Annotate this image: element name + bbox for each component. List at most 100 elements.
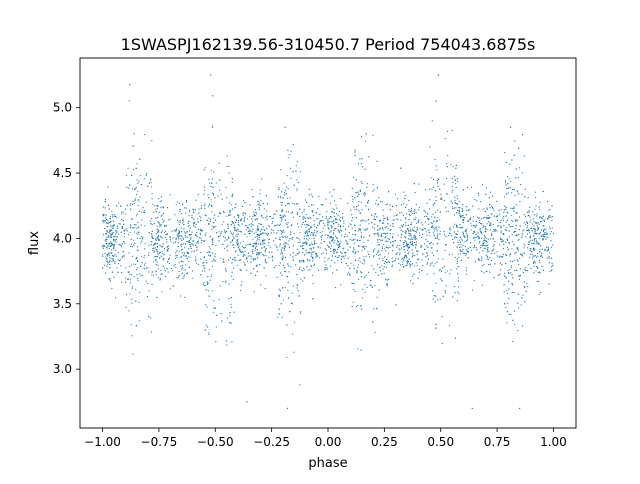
- data-point: [299, 260, 301, 262]
- data-point: [162, 246, 164, 248]
- data-point: [113, 214, 115, 216]
- data-point: [203, 256, 205, 258]
- data-point: [504, 228, 506, 231]
- data-point: [365, 274, 367, 276]
- data-point: [439, 211, 441, 213]
- data-point: [220, 313, 222, 315]
- data-point: [301, 260, 303, 262]
- data-point: [130, 324, 132, 326]
- data-point: [241, 250, 243, 252]
- data-point: [475, 225, 477, 227]
- data-point: [289, 233, 292, 235]
- data-point: [388, 191, 390, 193]
- data-point: [336, 239, 339, 241]
- data-point: [255, 242, 257, 244]
- data-point: [212, 192, 214, 194]
- data-point: [317, 225, 319, 227]
- data-point: [276, 247, 278, 249]
- data-point: [259, 264, 261, 266]
- data-point: [533, 232, 535, 234]
- data-point: [491, 205, 493, 207]
- data-point: [249, 204, 251, 206]
- data-point: [269, 246, 271, 248]
- data-point: [256, 254, 258, 256]
- data-point: [456, 195, 458, 197]
- data-point: [403, 257, 405, 259]
- data-point: [457, 291, 459, 293]
- data-point: [331, 239, 333, 242]
- data-point: [230, 232, 233, 234]
- data-point: [353, 239, 355, 241]
- data-point: [410, 228, 412, 230]
- data-point: [507, 249, 509, 251]
- data-point: [410, 224, 412, 226]
- data-point: [480, 256, 483, 258]
- data-point: [459, 227, 461, 229]
- data-point: [136, 163, 138, 165]
- data-point: [377, 244, 379, 246]
- data-point: [291, 238, 293, 240]
- data-point: [538, 223, 540, 225]
- data-point: [168, 262, 170, 265]
- data-point: [206, 306, 208, 308]
- data-point: [516, 235, 518, 237]
- data-point: [361, 182, 363, 184]
- data-point: [228, 202, 231, 204]
- data-point: [376, 187, 378, 189]
- data-point: [289, 167, 291, 169]
- data-point: [457, 226, 459, 228]
- data-point: [225, 187, 227, 189]
- data-point: [254, 247, 257, 249]
- data-point: [436, 209, 438, 211]
- data-point: [454, 196, 456, 198]
- data-point: [335, 228, 337, 230]
- data-point: [448, 235, 450, 237]
- data-point: [351, 214, 353, 216]
- data-point: [228, 214, 230, 216]
- data-point: [436, 230, 438, 232]
- data-point: [366, 183, 368, 185]
- data-point: [260, 242, 262, 244]
- data-point: [505, 306, 507, 308]
- data-point: [464, 230, 466, 233]
- data-point: [476, 216, 479, 218]
- data-point: [295, 170, 297, 172]
- data-point: [502, 253, 504, 256]
- data-point: [417, 221, 419, 223]
- data-point: [141, 255, 143, 257]
- data-point: [137, 221, 139, 223]
- data-point: [458, 293, 460, 295]
- data-point: [134, 188, 136, 190]
- data-point: [330, 230, 332, 232]
- data-point: [359, 230, 361, 232]
- data-point: [143, 268, 145, 270]
- data-point: [508, 313, 510, 315]
- data-point: [483, 247, 485, 250]
- data-point: [433, 178, 435, 180]
- data-point: [545, 238, 547, 240]
- data-point: [449, 227, 451, 229]
- data-point: [525, 221, 528, 223]
- data-point: [128, 252, 130, 254]
- data-point: [334, 235, 337, 237]
- data-point: [194, 226, 196, 228]
- data-point: [527, 211, 529, 213]
- data-point: [483, 238, 485, 240]
- data-point: [193, 250, 195, 252]
- data-point: [452, 181, 454, 183]
- data-point: [211, 228, 213, 230]
- data-point: [505, 241, 507, 243]
- data-point: [335, 243, 337, 245]
- data-point: [322, 227, 324, 229]
- data-point: [502, 240, 505, 242]
- data-point: [281, 202, 283, 204]
- data-point: [440, 270, 443, 272]
- data-point: [193, 211, 195, 213]
- data-point: [335, 221, 337, 223]
- data-point: [404, 236, 406, 238]
- data-point: [445, 285, 447, 287]
- data-point: [368, 208, 370, 211]
- data-point: [135, 263, 137, 265]
- data-point: [114, 262, 116, 264]
- data-point: [511, 234, 513, 236]
